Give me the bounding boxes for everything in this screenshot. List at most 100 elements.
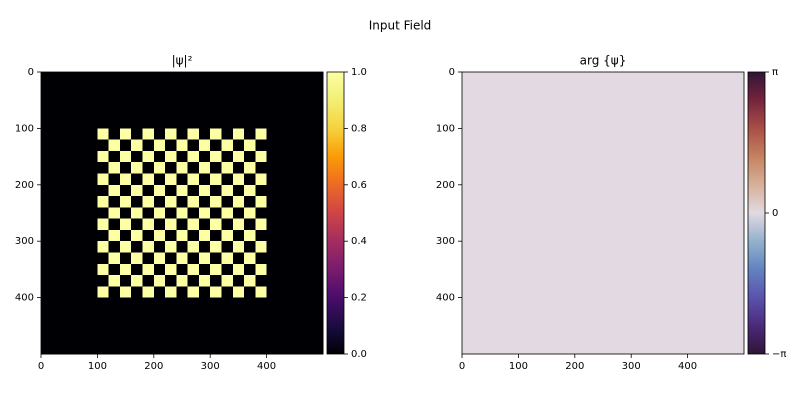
heatmap-cell <box>266 150 279 163</box>
heatmap-cell <box>142 207 155 219</box>
heatmap-cell <box>142 297 155 310</box>
heatmap-cell <box>289 173 301 186</box>
heatmap-cell <box>108 275 121 287</box>
heatmap-cell <box>187 229 200 242</box>
heatmap-cell <box>232 162 245 174</box>
heatmap-cell <box>277 128 290 140</box>
heatmap-cell <box>63 286 76 298</box>
heatmap-cell <box>131 162 143 174</box>
heatmap-cell <box>63 252 76 265</box>
heatmap-cell <box>289 184 301 197</box>
heatmap-cell <box>142 252 155 265</box>
heatmap-cell <box>86 342 98 355</box>
heatmap-cell <box>221 275 234 287</box>
heatmap-cell <box>198 252 211 265</box>
heatmap-cell <box>165 275 177 287</box>
heatmap-cell <box>300 263 313 276</box>
heatmap-cell <box>255 263 267 276</box>
heatmap-cell <box>142 72 155 84</box>
heatmap-cell <box>255 229 267 242</box>
heatmap-cell <box>74 342 87 355</box>
heatmap-cell <box>289 320 301 332</box>
heatmap-cell <box>221 117 234 129</box>
heatmap-cell <box>311 320 324 332</box>
heatmap-cell <box>311 162 324 174</box>
heatmap-cell <box>221 308 234 321</box>
heatmap-cell <box>210 218 222 231</box>
heatmap-cell <box>244 297 256 310</box>
heatmap-cell <box>86 184 98 197</box>
y-tick-label: 200 <box>15 180 34 191</box>
heatmap-cell <box>176 184 188 197</box>
heatmap-cell <box>311 275 324 287</box>
heatmap-cell <box>97 162 109 174</box>
heatmap-cell <box>108 342 121 355</box>
heatmap-cell <box>221 128 234 140</box>
heatmap-cell <box>108 83 121 95</box>
heatmap-cell <box>176 252 188 265</box>
heatmap-cell <box>187 94 200 107</box>
heatmap-cell <box>300 162 313 174</box>
heatmap-cell <box>86 150 98 163</box>
heatmap-cell <box>52 263 64 276</box>
heatmap-cell <box>119 286 132 298</box>
heatmap-cell <box>131 275 143 287</box>
heatmap-cell <box>244 162 256 174</box>
heatmap-cell <box>210 320 222 332</box>
heatmap-cell <box>289 331 301 344</box>
heatmap-cell <box>187 72 200 84</box>
heatmap-cell <box>165 94 177 107</box>
heatmap-cell <box>210 173 222 186</box>
heatmap-cell <box>255 342 267 355</box>
heatmap-cell <box>255 286 267 298</box>
heatmap-cell <box>266 139 279 152</box>
heatmap-cell <box>63 308 76 321</box>
heatmap-cell <box>289 308 301 321</box>
heatmap-cell <box>108 286 121 298</box>
heatmap-cell <box>52 297 64 310</box>
heatmap-cell <box>52 139 64 152</box>
heatmap-cell <box>119 331 132 344</box>
heatmap-cell <box>41 83 53 95</box>
heatmap-cell <box>300 128 313 140</box>
heatmap-cell <box>86 83 98 95</box>
colorbar-tick-label: 0.0 <box>351 349 367 360</box>
heatmap-cell <box>232 320 245 332</box>
colorbar-tick-label: π <box>772 67 778 78</box>
heatmap-cell <box>187 252 200 265</box>
heatmap-cell <box>74 72 87 84</box>
heatmap-cell <box>165 72 177 84</box>
heatmap-cell <box>232 331 245 344</box>
heatmap-cell <box>86 196 98 208</box>
colorbar <box>747 71 766 355</box>
heatmap-cell <box>41 128 53 140</box>
heatmap-cell <box>153 162 166 174</box>
heatmap-cell <box>198 139 211 152</box>
heatmap-cell <box>277 297 290 310</box>
heatmap-cell <box>210 196 222 208</box>
heatmap-cell <box>198 342 211 355</box>
heatmap-cell <box>277 308 290 321</box>
heatmap-cell <box>198 150 211 163</box>
heatmap-cell <box>232 229 245 242</box>
heatmap-cell <box>142 150 155 163</box>
heatmap-cell <box>221 173 234 186</box>
heatmap-cell <box>131 308 143 321</box>
heatmap-cell <box>289 241 301 253</box>
heatmap-cell <box>198 83 211 95</box>
heatmap-cell <box>63 207 76 219</box>
heatmap-cell <box>153 286 166 298</box>
heatmap-cell <box>198 331 211 344</box>
heatmap-cell <box>41 308 53 321</box>
heatmap-cell <box>289 263 301 276</box>
heatmap-cell <box>86 162 98 174</box>
heatmap-cell <box>119 207 132 219</box>
heatmap-cell <box>255 94 267 107</box>
heatmap-cell <box>52 331 64 344</box>
heatmap-cell <box>97 72 109 84</box>
heatmap-cell <box>232 252 245 265</box>
heatmap-cell <box>232 286 245 298</box>
heatmap-cell <box>277 229 290 242</box>
heatmap-cell <box>153 275 166 287</box>
heatmap-cell <box>244 72 256 84</box>
